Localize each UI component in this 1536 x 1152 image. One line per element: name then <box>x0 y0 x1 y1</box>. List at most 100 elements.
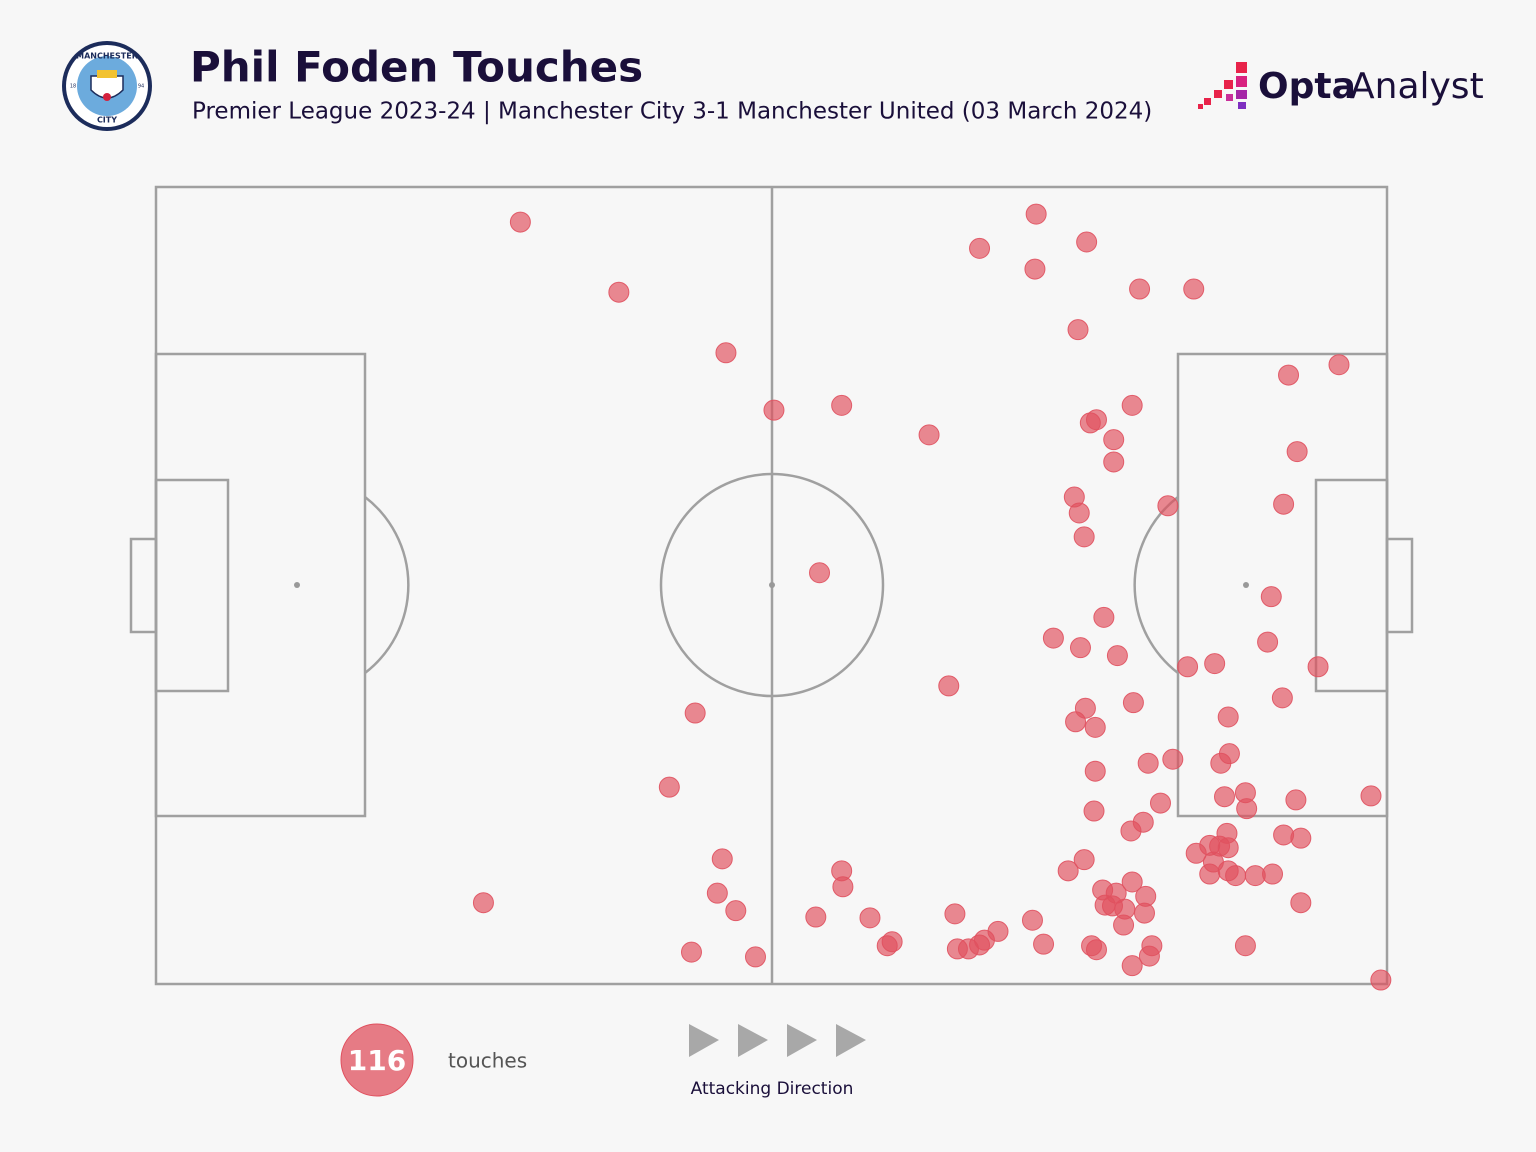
touch-point <box>944 903 966 925</box>
touch-point <box>711 848 733 870</box>
legend-label: touches <box>448 1049 527 1073</box>
touch-point <box>1236 798 1258 820</box>
touch-point <box>1129 278 1151 300</box>
centre-circle <box>659 472 885 698</box>
touch-point <box>1106 645 1128 667</box>
touch-point <box>1120 820 1142 842</box>
touch-point <box>1328 354 1350 376</box>
arrow <box>738 1024 768 1057</box>
club-badge: MANCHESTER CITY 18 94 <box>62 41 152 131</box>
logo-pixel <box>1236 62 1247 73</box>
touch-point <box>1204 653 1226 675</box>
touch-point <box>1042 627 1064 649</box>
logo-pixel <box>1236 76 1247 87</box>
touch-point <box>684 702 706 724</box>
touch-point <box>1149 792 1171 814</box>
logo-pixel <box>1198 104 1203 109</box>
touch-point <box>1157 495 1179 517</box>
touch-point <box>1273 824 1295 846</box>
touch-point <box>1183 278 1205 300</box>
arrow <box>689 1024 719 1057</box>
touch-point <box>1257 631 1279 653</box>
touch-point <box>1225 865 1247 887</box>
touch-point <box>859 907 881 929</box>
touch-point <box>1271 687 1293 709</box>
penalty-box <box>1176 352 1389 818</box>
touch-point <box>1290 892 1312 914</box>
touch-point <box>1084 760 1106 782</box>
touch-point <box>725 900 747 922</box>
touch-point <box>1285 789 1307 811</box>
brand-logo: Opta Analyst <box>1198 62 1484 109</box>
touch-point <box>1073 526 1095 548</box>
touch-point <box>1121 871 1143 893</box>
touch-point <box>715 342 737 364</box>
logo-pixel <box>1204 98 1211 105</box>
touch-point <box>509 211 531 233</box>
touch-point <box>1103 451 1125 473</box>
touch-point <box>918 424 940 446</box>
logo-pixel <box>1224 80 1233 89</box>
touch-point <box>1133 902 1155 924</box>
touch-point <box>706 882 728 904</box>
touch-point <box>1021 909 1043 931</box>
logo-pixel <box>1214 90 1222 98</box>
touch-point <box>1177 656 1199 678</box>
touch-point <box>680 941 702 963</box>
touch-point <box>1085 939 1107 961</box>
touch-point <box>1113 914 1135 936</box>
pitch <box>129 185 1414 986</box>
direction-arrows <box>689 1024 866 1057</box>
touch-point <box>831 394 853 416</box>
touch-point <box>1199 863 1221 885</box>
penalty-arc <box>364 496 410 674</box>
touch-point <box>1024 258 1046 280</box>
touch-point <box>1083 800 1105 822</box>
brand-bold: Opta <box>1258 66 1356 107</box>
touch-point <box>1069 637 1091 659</box>
touch-point <box>1210 752 1232 774</box>
penalty-arc <box>1133 496 1179 674</box>
badge-bottom: CITY <box>97 116 117 125</box>
touch-point <box>832 876 854 898</box>
touch-point <box>1286 441 1308 463</box>
touch-point <box>1290 827 1312 849</box>
direction-label: Attacking Direction <box>691 1079 854 1099</box>
touch-point <box>1093 606 1115 628</box>
brand-light: Analyst <box>1350 66 1484 107</box>
touch-point <box>472 892 494 914</box>
touch-point <box>1084 716 1106 738</box>
touch-point <box>1025 203 1047 225</box>
touch-point <box>987 920 1009 942</box>
chart-subtitle: Premier League 2023-24 | Manchester City… <box>192 99 1152 125</box>
touch-point <box>1262 863 1284 885</box>
count-bubble <box>340 1023 414 1097</box>
arrow <box>787 1024 817 1057</box>
six-yard-box <box>154 478 230 693</box>
centre-spot <box>769 582 775 588</box>
badge-rose <box>103 93 111 101</box>
penalty-box <box>154 352 367 818</box>
touch-point <box>1138 945 1160 967</box>
chart-title: Phil Foden Touches <box>190 43 643 92</box>
touch-point <box>1065 711 1087 733</box>
touch-point <box>658 776 680 798</box>
touch-points <box>472 203 1392 991</box>
touch-count: 116 <box>348 1044 406 1077</box>
touch-point <box>1360 785 1382 807</box>
goal <box>1385 537 1414 634</box>
penalty-spot <box>294 582 300 588</box>
touch-point <box>1370 969 1392 991</box>
touch-point <box>1122 692 1144 714</box>
touch-point <box>1137 752 1159 774</box>
touch-point <box>1057 860 1079 882</box>
touch-point <box>1121 394 1143 416</box>
touch-point <box>969 237 991 259</box>
touch-point <box>1217 837 1239 859</box>
touch-point <box>1273 493 1295 515</box>
touch-point <box>881 931 903 953</box>
touch-point <box>1073 849 1095 871</box>
touch-point <box>1068 502 1090 524</box>
